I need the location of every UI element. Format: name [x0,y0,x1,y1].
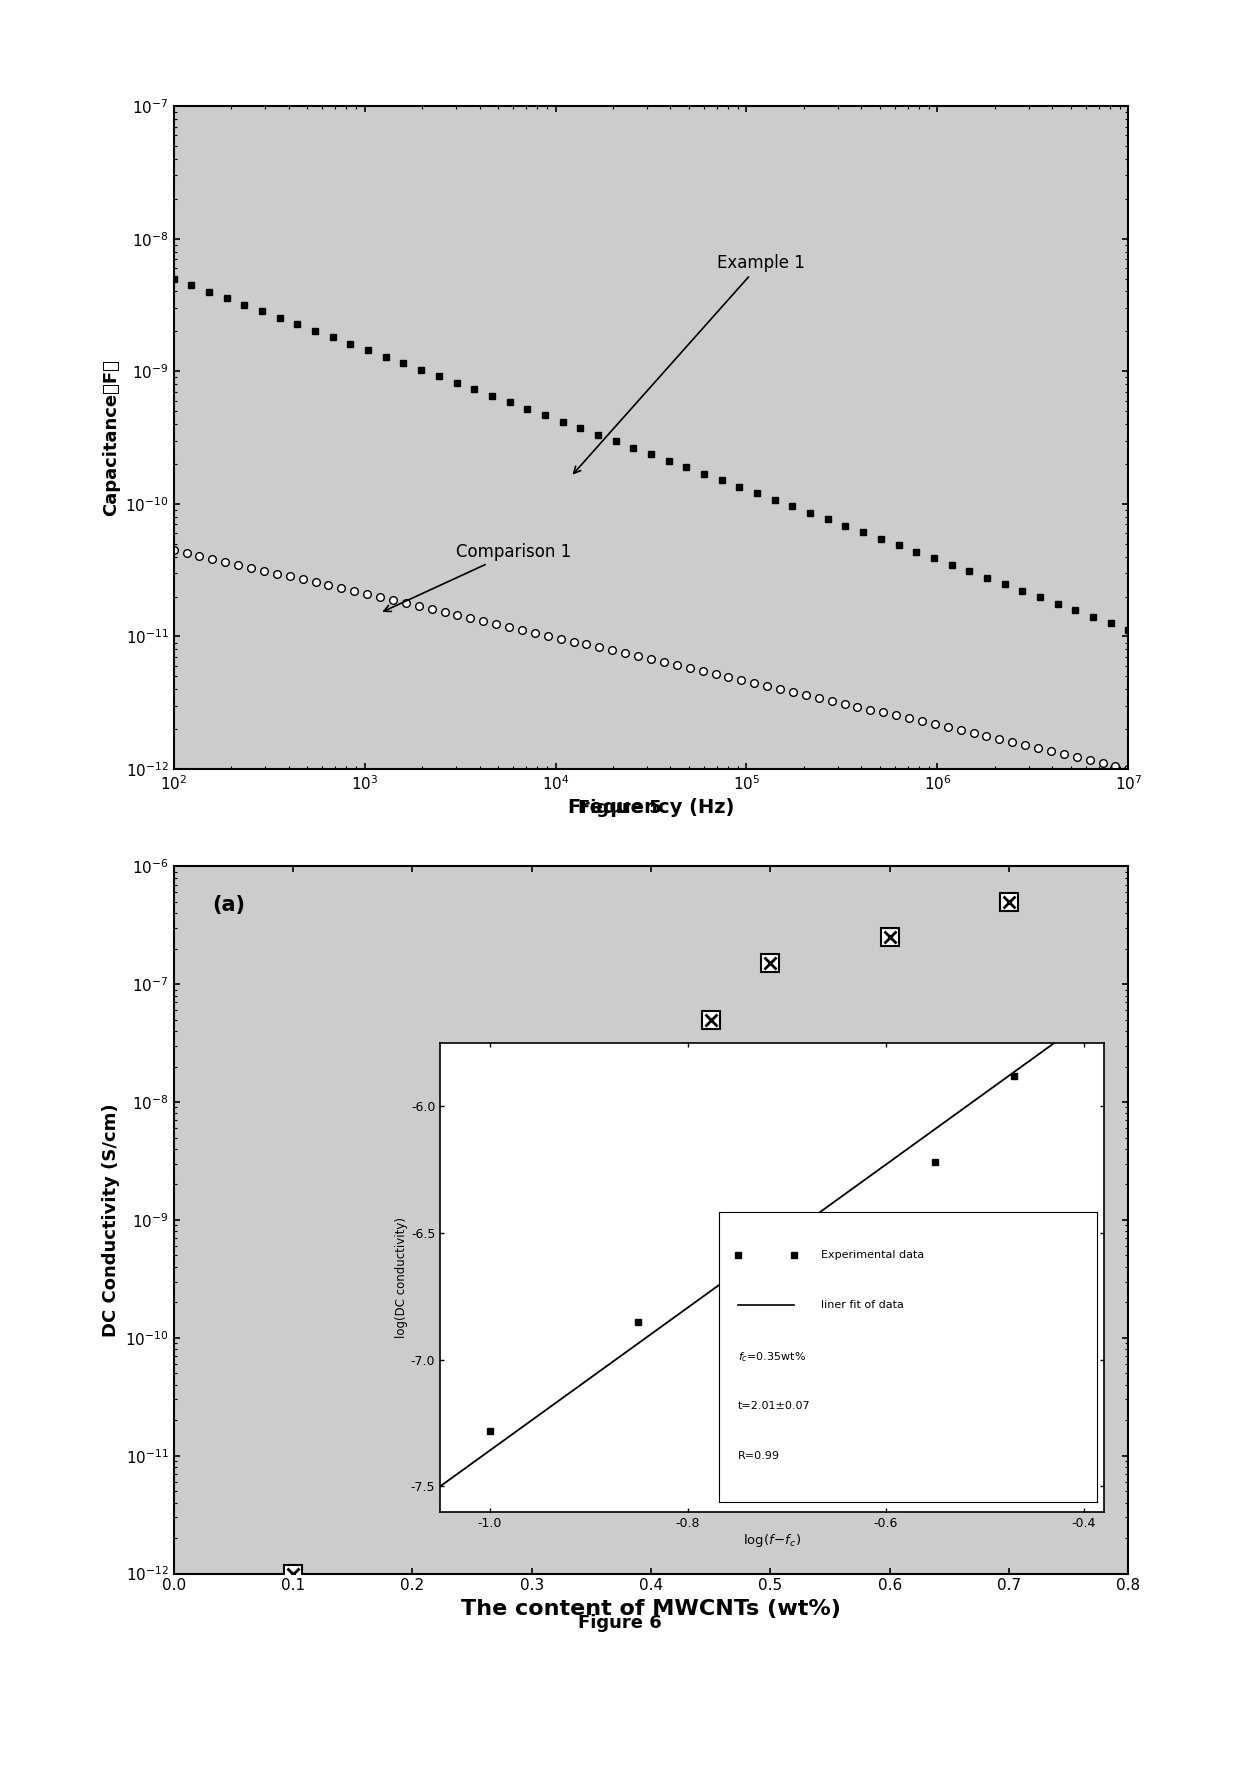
X-axis label: Frequency (Hz): Frequency (Hz) [568,797,734,817]
Y-axis label: DC Conductivity (S/cm): DC Conductivity (S/cm) [102,1103,120,1337]
X-axis label: $\log(f\!-\!f_c)$: $\log(f\!-\!f_c)$ [743,1533,801,1549]
Y-axis label: log(DC conductivity): log(DC conductivity) [396,1216,408,1338]
Text: Figure 6: Figure 6 [578,1614,662,1632]
Y-axis label: Capacitance（F）: Capacitance（F） [102,359,120,516]
Text: Figure 5: Figure 5 [578,799,662,817]
X-axis label: The content of MWCNTs (wt%): The content of MWCNTs (wt%) [461,1598,841,1619]
Text: (a): (a) [212,895,244,914]
Text: Comparison 1: Comparison 1 [384,543,570,612]
Text: Example 1: Example 1 [574,255,805,474]
